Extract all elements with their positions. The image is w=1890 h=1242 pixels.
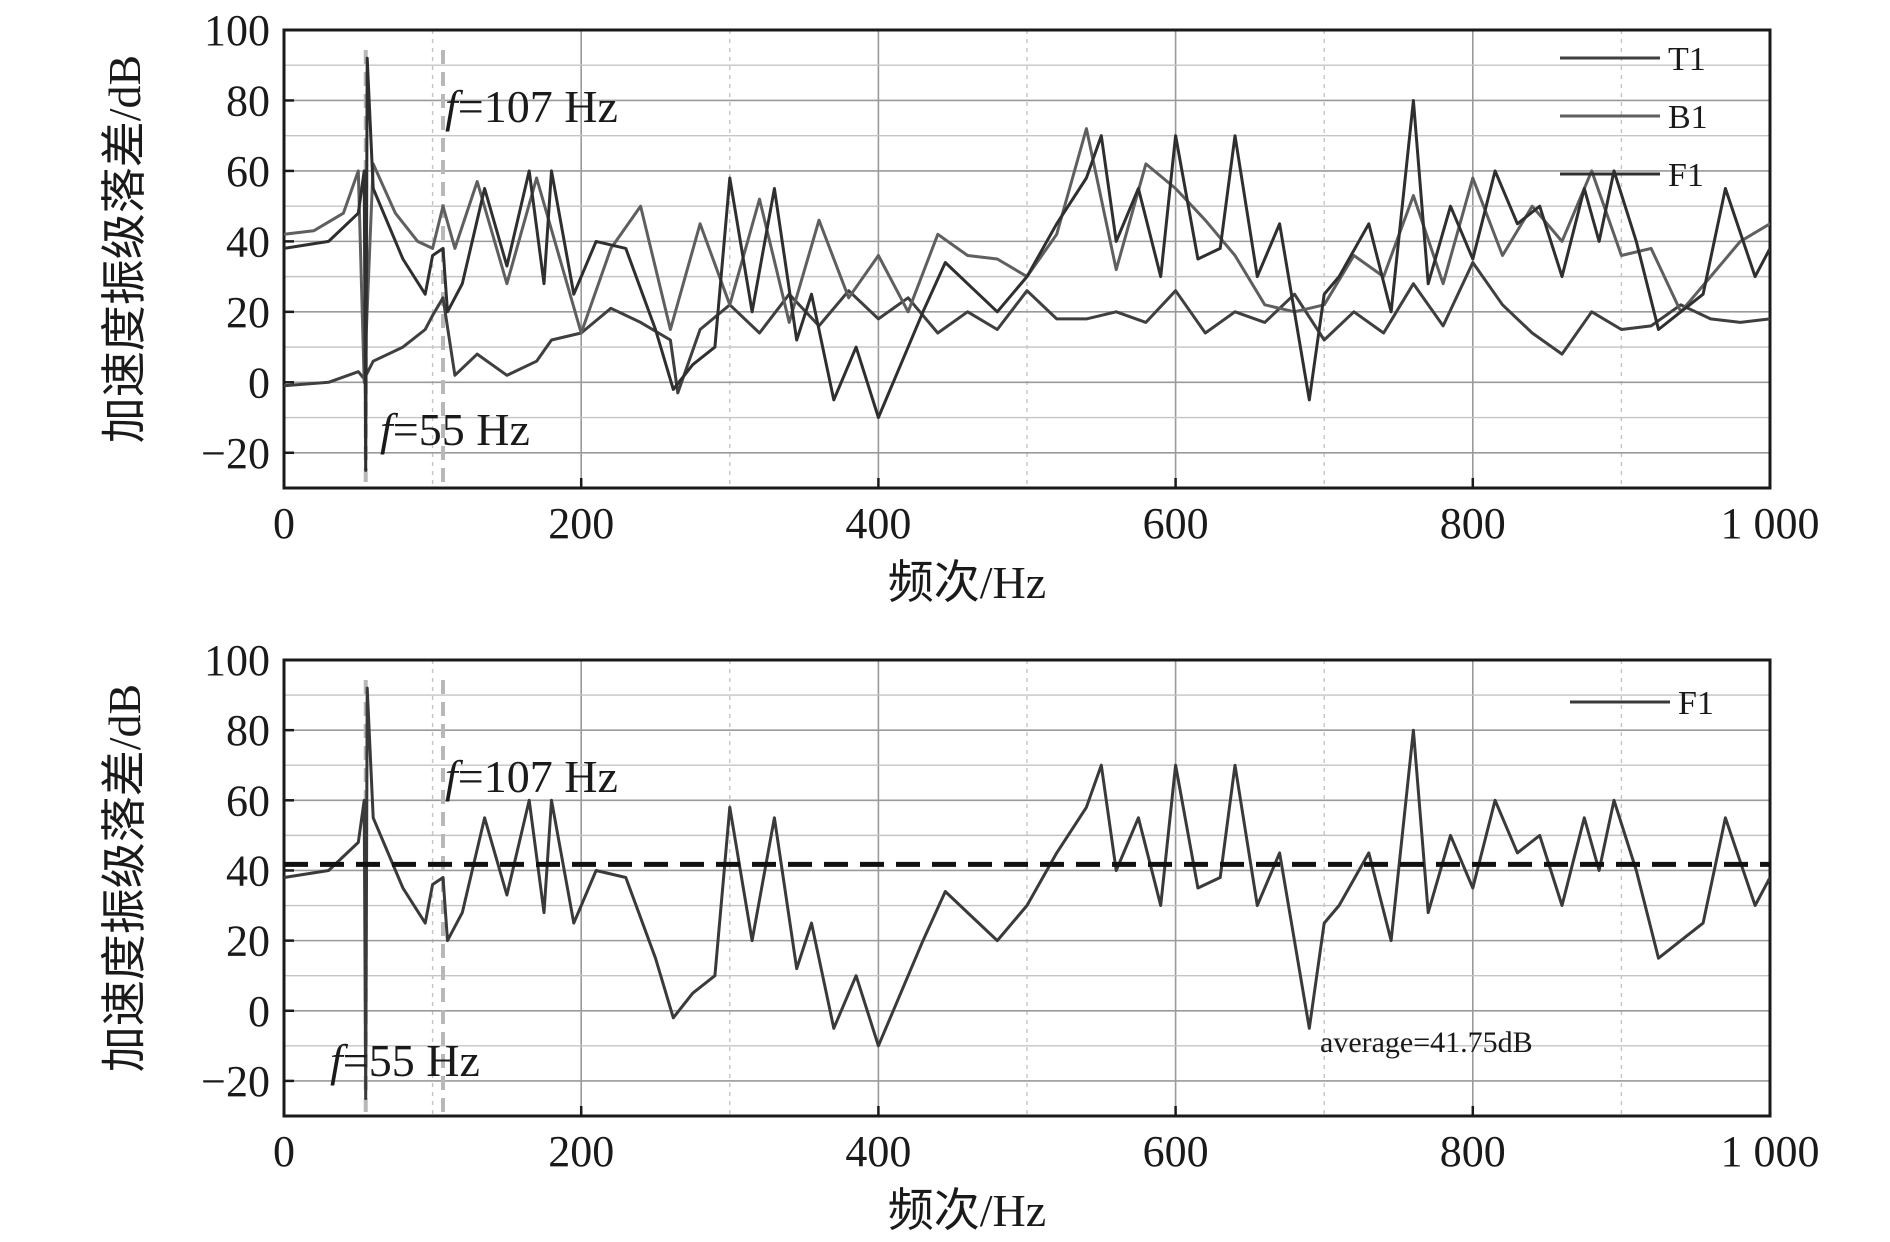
y-tick-label: 60 bbox=[226, 776, 270, 825]
legend: T1 B1 F1 bbox=[1560, 41, 1708, 194]
chart-panel-2: 0 200 400 600 800 1 000−20020406080100频次/Hz加速… bbox=[99, 636, 1820, 1236]
y-tick-label: 0 bbox=[248, 987, 270, 1036]
x-tick-label: 600 bbox=[1143, 499, 1209, 548]
y-tick-label: 80 bbox=[226, 76, 270, 125]
legend-label-b1: B1 bbox=[1668, 99, 1708, 136]
average-label: average=41.75dB bbox=[1320, 1026, 1533, 1059]
plot-frame bbox=[282, 658, 1772, 1118]
series-line-f1 bbox=[284, 686, 1770, 1100]
annotation-text: =55 Hz bbox=[343, 1035, 480, 1086]
annotation-107hz: f=107 Hz bbox=[445, 751, 618, 802]
x-tick-label: 200 bbox=[548, 1127, 614, 1176]
y-tick-label: 20 bbox=[226, 917, 270, 966]
y-tick-label: 40 bbox=[226, 846, 270, 895]
plot-area bbox=[284, 680, 1770, 1116]
y-tick-label: 40 bbox=[226, 217, 270, 266]
chart-panel-1: 0 200 400 600 800 1 000−20020406080100频次/Hz加速… bbox=[99, 6, 1820, 608]
annotation-107hz: f=107 Hz bbox=[445, 81, 618, 132]
y-tick-label: 100 bbox=[204, 6, 270, 55]
series-line-f1 bbox=[284, 56, 1770, 472]
x-axis-title: 频次/Hz bbox=[888, 1185, 1046, 1236]
plot-area bbox=[284, 50, 1770, 488]
annotation-text: =55 Hz bbox=[393, 404, 530, 455]
series-line-b1 bbox=[284, 127, 1770, 384]
annotation-55hz: f=55 Hz bbox=[330, 1035, 480, 1086]
x-tick-label: 400 bbox=[845, 499, 911, 548]
legend-label-f1: F1 bbox=[1678, 685, 1714, 722]
x-tick-label: 400 bbox=[845, 1127, 911, 1176]
x-axis-title: 频次/Hz bbox=[888, 557, 1046, 608]
annotation-55hz: f=55 Hz bbox=[380, 404, 530, 455]
series-line-t1 bbox=[284, 261, 1770, 395]
x-tick-label: 1 000 bbox=[1721, 1127, 1820, 1176]
x-tick-label: 0 bbox=[273, 499, 295, 548]
annotation-text: =107 Hz bbox=[458, 751, 618, 802]
plot-frame bbox=[282, 28, 1772, 490]
legend-label-f1: F1 bbox=[1668, 157, 1704, 194]
x-tick-label: 800 bbox=[1440, 499, 1506, 548]
annotation-text: =107 Hz bbox=[458, 81, 618, 132]
y-tick-label: 80 bbox=[226, 706, 270, 755]
x-tick-label: 1 000 bbox=[1721, 499, 1820, 548]
legend-label-t1: T1 bbox=[1668, 41, 1706, 78]
y-tick-label: 0 bbox=[248, 358, 270, 407]
y-tick-label: −20 bbox=[201, 429, 270, 478]
x-tick-label: 0 bbox=[273, 1127, 295, 1176]
y-tick-label: 100 bbox=[204, 636, 270, 685]
y-tick-label: −20 bbox=[201, 1057, 270, 1106]
x-tick-label: 200 bbox=[548, 499, 614, 548]
x-tick-label: 800 bbox=[1440, 1127, 1506, 1176]
legend: F1 bbox=[1570, 685, 1714, 722]
y-axis-title: 加速度振级落差/dB bbox=[99, 55, 150, 443]
y-tick-label: 20 bbox=[226, 288, 270, 337]
x-tick-label: 600 bbox=[1143, 1127, 1209, 1176]
y-tick-label: 60 bbox=[226, 147, 270, 196]
grid bbox=[284, 660, 1770, 1116]
y-axis-title: 加速度振级落差/dB bbox=[99, 684, 150, 1072]
